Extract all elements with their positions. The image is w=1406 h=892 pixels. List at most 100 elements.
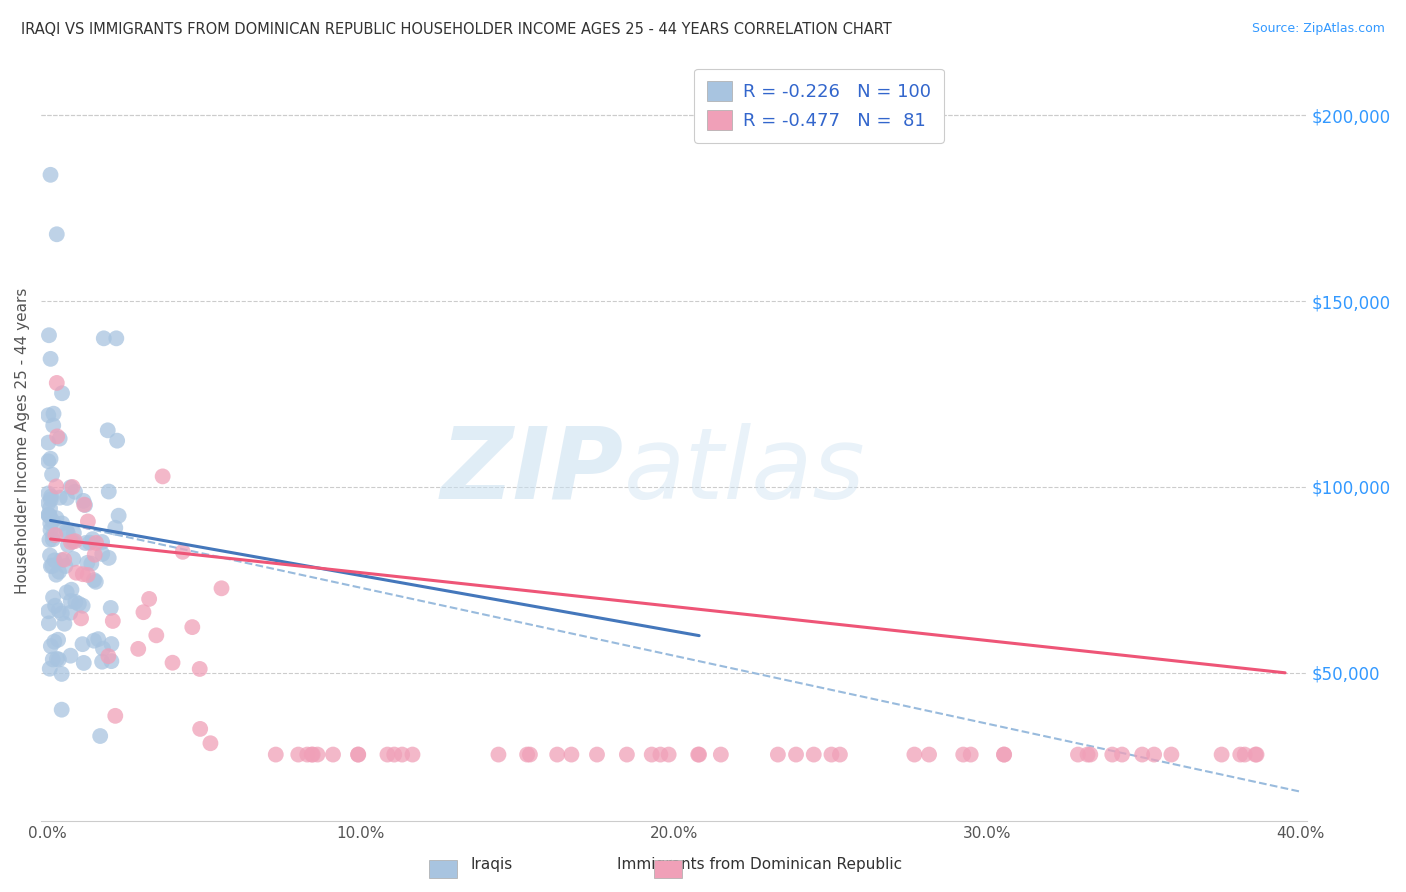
Point — [37, 435, 59, 450]
Point — [211, 582, 233, 596]
Point — [1211, 747, 1233, 762]
Point — [1229, 747, 1251, 762]
Point — [307, 747, 329, 762]
Point — [38, 533, 60, 547]
Legend: R = -0.226   N = 100, R = -0.477   N =  81: R = -0.226 N = 100, R = -0.477 N = 81 — [695, 69, 943, 143]
Point — [46, 632, 69, 647]
Point — [38, 616, 60, 631]
Text: Source: ZipAtlas.com: Source: ZipAtlas.com — [1251, 22, 1385, 36]
Point — [45, 511, 67, 525]
Point — [45, 479, 67, 493]
Point — [83, 573, 105, 587]
Point — [91, 655, 114, 669]
Point — [83, 548, 105, 562]
Point — [688, 747, 710, 762]
Point — [38, 662, 60, 676]
Point — [959, 747, 981, 762]
Point — [56, 526, 79, 541]
Point — [287, 747, 309, 762]
Point — [97, 550, 120, 565]
Point — [37, 496, 59, 510]
Point — [100, 601, 122, 615]
Point — [903, 747, 925, 762]
Point — [39, 549, 62, 563]
Point — [48, 565, 70, 579]
Point — [347, 747, 370, 762]
Point — [72, 599, 94, 613]
Point — [49, 491, 72, 505]
Point — [1160, 747, 1182, 762]
Point — [1244, 747, 1267, 762]
Point — [658, 747, 681, 762]
Point — [104, 709, 127, 723]
Point — [97, 649, 120, 664]
Point — [75, 536, 97, 550]
Point — [59, 594, 82, 608]
Point — [59, 648, 82, 663]
Point — [516, 747, 538, 762]
Text: IRAQI VS IMMIGRANTS FROM DOMINICAN REPUBLIC HOUSEHOLDER INCOME AGES 25 - 44 YEAR: IRAQI VS IMMIGRANTS FROM DOMINICAN REPUB… — [21, 22, 891, 37]
Point — [72, 567, 94, 582]
Point — [45, 652, 67, 666]
Point — [62, 534, 84, 549]
Point — [766, 747, 789, 762]
Point — [993, 747, 1015, 762]
Point — [39, 516, 62, 531]
Point — [127, 641, 149, 656]
Text: ZIP: ZIP — [440, 423, 623, 519]
Point — [62, 552, 84, 566]
Point — [100, 637, 122, 651]
Point — [60, 582, 83, 597]
Point — [188, 662, 211, 676]
Point — [347, 747, 370, 762]
Point — [688, 747, 710, 762]
Point — [39, 351, 62, 366]
Point — [100, 654, 122, 668]
Point — [1233, 747, 1256, 762]
Point — [67, 597, 90, 611]
Point — [56, 538, 79, 552]
Point — [55, 524, 77, 538]
Point — [1078, 747, 1101, 762]
Point — [105, 434, 128, 448]
Point — [616, 747, 638, 762]
Point — [560, 747, 582, 762]
Point — [44, 599, 66, 613]
Point — [46, 429, 69, 443]
Point — [138, 591, 160, 606]
Point — [39, 168, 62, 182]
Point — [77, 515, 100, 529]
Point — [80, 557, 103, 571]
Point — [51, 703, 73, 717]
Point — [101, 614, 124, 628]
Point — [76, 556, 98, 570]
Point — [918, 747, 941, 762]
Point — [55, 559, 77, 574]
Point — [382, 747, 405, 762]
Point — [820, 747, 842, 762]
Point — [41, 467, 63, 482]
Point — [301, 747, 323, 762]
Point — [1130, 747, 1153, 762]
Point — [51, 553, 73, 567]
Point — [97, 423, 120, 437]
Point — [39, 523, 62, 537]
Point — [51, 516, 73, 531]
Point — [37, 508, 59, 522]
Point — [62, 480, 84, 494]
Point — [297, 747, 319, 762]
Point — [301, 747, 323, 762]
Point — [51, 667, 73, 681]
Point — [322, 747, 344, 762]
Point — [105, 331, 128, 345]
Point — [152, 469, 174, 483]
Point — [91, 535, 114, 549]
Point — [63, 484, 86, 499]
Point — [42, 528, 65, 542]
Text: atlas: atlas — [623, 423, 865, 519]
Point — [53, 616, 76, 631]
Point — [401, 747, 423, 762]
Point — [63, 526, 86, 541]
Point — [39, 490, 62, 504]
Point — [200, 736, 222, 750]
